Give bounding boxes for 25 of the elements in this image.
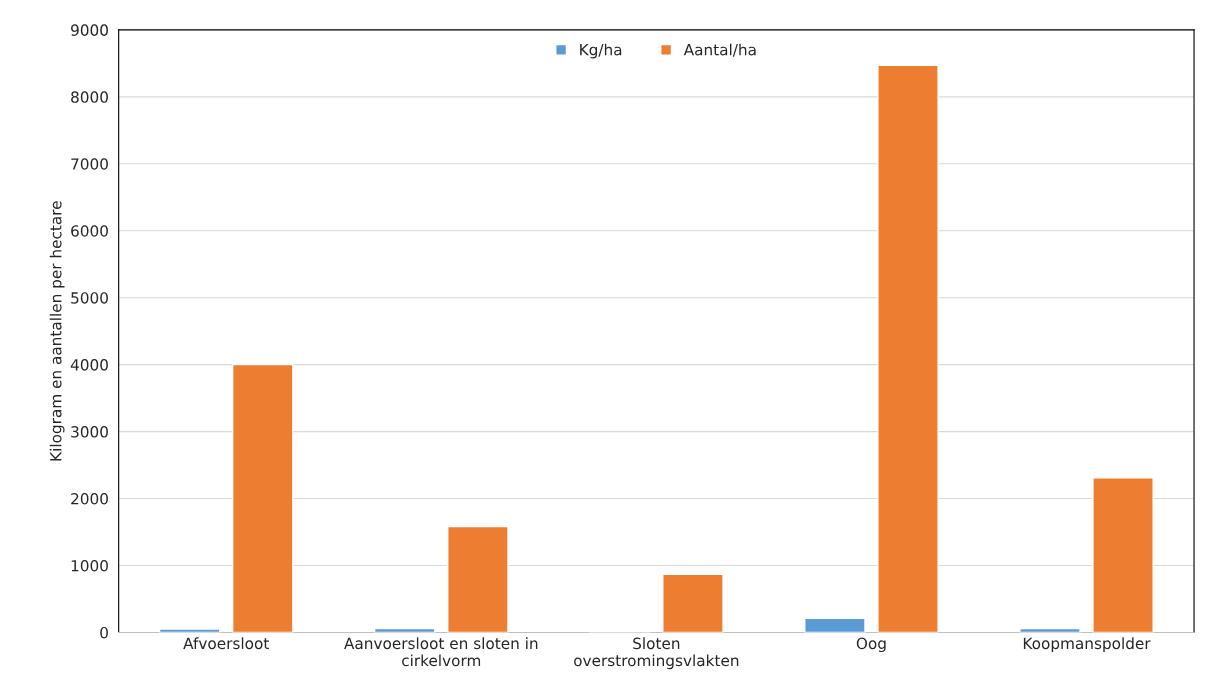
y-axis-title: Kilogram en aantallen per hectare bbox=[49, 201, 65, 461]
y-tick-label: 6000 bbox=[71, 225, 108, 237]
y-tick-label: 0 bbox=[100, 626, 108, 639]
x-tick-label: Oog bbox=[856, 637, 886, 653]
x-tick-label: Afvoersloot bbox=[183, 637, 269, 650]
bar bbox=[158, 628, 221, 633]
y-tick-label: 2000 bbox=[71, 493, 108, 505]
y-tick-label: 8000 bbox=[71, 91, 108, 103]
bar bbox=[662, 573, 724, 633]
x-tick-label: Koopmanspolder bbox=[1023, 637, 1151, 653]
bar bbox=[1092, 477, 1154, 633]
x-tick-label: Sloten overstromingsvlakten bbox=[574, 637, 739, 670]
y-tick-label: 1000 bbox=[71, 559, 108, 572]
y-tick-label: 4000 bbox=[70, 359, 108, 371]
y-tick-label: 9000 bbox=[71, 24, 108, 36]
legend-label: Kg/ha bbox=[580, 43, 622, 59]
bar bbox=[447, 525, 509, 633]
bar bbox=[877, 64, 939, 633]
y-tick-label: 7000 bbox=[71, 158, 108, 170]
bar bbox=[804, 617, 866, 633]
bar bbox=[231, 363, 294, 633]
y-tick-label: 3000 bbox=[71, 426, 108, 438]
x-tick-label: Aanvoersloot en sloten in cirkelvorm bbox=[344, 637, 538, 667]
y-tick-label: 5000 bbox=[71, 292, 108, 304]
legend-label: Aantal/ha bbox=[683, 43, 756, 57]
